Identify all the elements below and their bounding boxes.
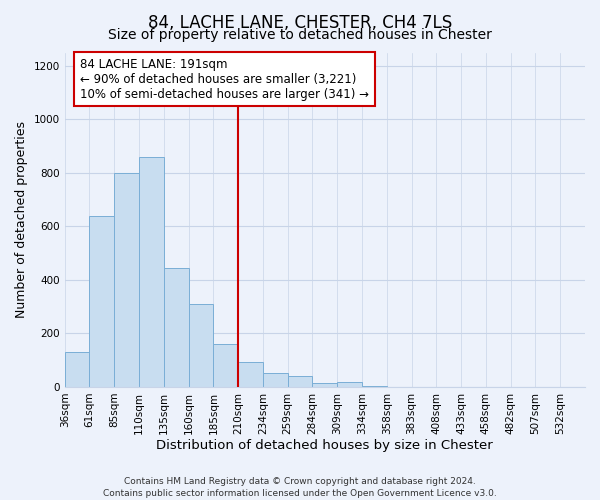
Bar	[337, 382, 362, 387]
Text: 84, LACHE LANE, CHESTER, CH4 7LS: 84, LACHE LANE, CHESTER, CH4 7LS	[148, 14, 452, 32]
Bar	[287, 376, 313, 387]
Bar	[263, 373, 287, 387]
Bar	[188, 304, 214, 387]
Bar	[164, 268, 188, 387]
X-axis label: Distribution of detached houses by size in Chester: Distribution of detached houses by size …	[157, 440, 493, 452]
Bar	[238, 362, 263, 387]
Bar	[89, 216, 114, 387]
Bar	[214, 344, 238, 387]
Text: Contains HM Land Registry data © Crown copyright and database right 2024.
Contai: Contains HM Land Registry data © Crown c…	[103, 476, 497, 498]
Bar	[362, 386, 387, 387]
Y-axis label: Number of detached properties: Number of detached properties	[15, 121, 28, 318]
Bar	[313, 383, 337, 387]
Bar	[65, 352, 89, 387]
Text: 84 LACHE LANE: 191sqm
← 90% of detached houses are smaller (3,221)
10% of semi-d: 84 LACHE LANE: 191sqm ← 90% of detached …	[80, 58, 369, 100]
Bar	[139, 157, 164, 387]
Text: Size of property relative to detached houses in Chester: Size of property relative to detached ho…	[108, 28, 492, 42]
Bar	[114, 173, 139, 387]
